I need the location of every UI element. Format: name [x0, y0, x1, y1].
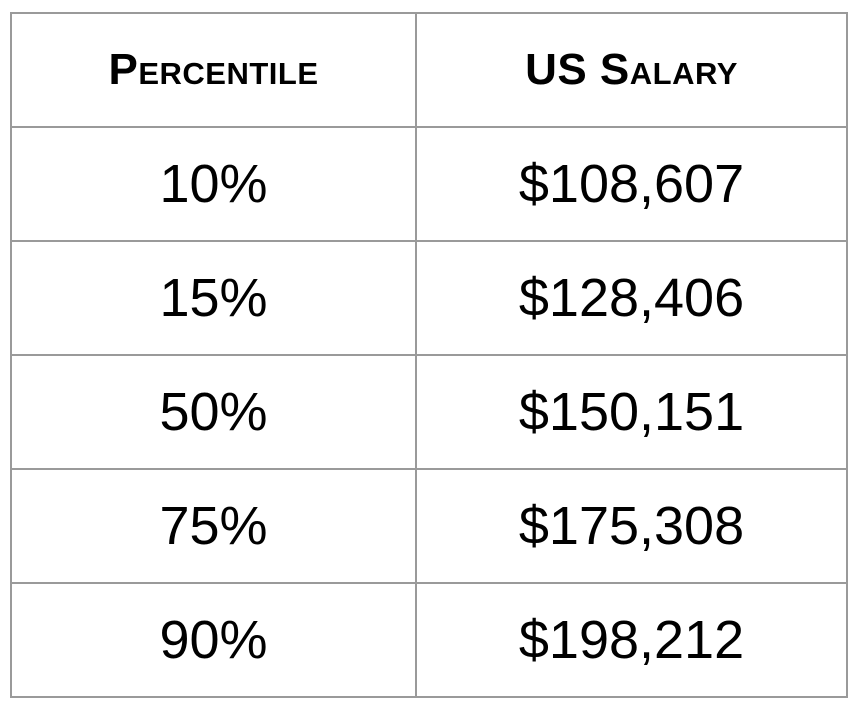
cell-percentile: 10% — [10, 126, 417, 242]
cell-salary: $128,406 — [415, 240, 848, 356]
cell-percentile: 50% — [10, 354, 417, 470]
header-percentile: Percentile — [10, 12, 417, 128]
table-header: Percentile US Salary — [10, 12, 848, 128]
cell-salary: $198,212 — [415, 582, 848, 698]
cell-salary: $150,151 — [415, 354, 848, 470]
table-row: 10% $108,607 — [10, 126, 848, 242]
header-row: Percentile US Salary — [10, 12, 848, 128]
cell-percentile: 75% — [10, 468, 417, 584]
table-row: 15% $128,406 — [10, 240, 848, 356]
cell-salary: $175,308 — [415, 468, 848, 584]
table-row: 75% $175,308 — [10, 468, 848, 584]
table-row: 50% $150,151 — [10, 354, 848, 470]
cell-salary: $108,607 — [415, 126, 848, 242]
header-us-salary: US Salary — [415, 12, 848, 128]
cell-percentile: 90% — [10, 582, 417, 698]
salary-percentile-table-container: Percentile US Salary 10% $108,607 15% $1… — [10, 12, 848, 698]
table-body: 10% $108,607 15% $128,406 50% $150,151 7… — [10, 126, 848, 698]
table-row: 90% $198,212 — [10, 582, 848, 698]
cell-percentile: 15% — [10, 240, 417, 356]
salary-percentile-table: Percentile US Salary 10% $108,607 15% $1… — [10, 12, 848, 698]
